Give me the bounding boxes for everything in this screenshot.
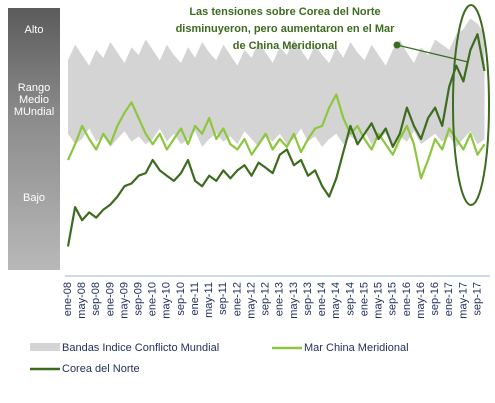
x-tick-label: ene-16	[401, 282, 413, 316]
x-tick-label: sep-17	[471, 282, 483, 316]
annotation-text: Las tensiones sobre Corea del Norte	[189, 6, 380, 18]
legend-label: Bandas Indice Conflicto Mundial	[62, 342, 219, 354]
x-tick-label: ene-10	[147, 282, 159, 316]
zone-label: Rango Medio MUndial	[14, 82, 54, 118]
x-tick-label: sep-08	[90, 282, 102, 316]
x-tick-label: may-14	[330, 282, 342, 319]
callout-line	[396, 44, 469, 63]
zone-label: Bajo	[23, 192, 45, 204]
x-tick-label: may-16	[415, 282, 427, 319]
callout-dot	[393, 41, 401, 49]
x-tick-label: ene-15	[358, 282, 370, 316]
x-tick-label: sep-09	[133, 282, 145, 316]
legend-swatch	[30, 343, 60, 351]
x-tick-label: ene-12	[231, 282, 243, 316]
series-line	[66, 93, 486, 180]
x-tick-label: sep-12	[260, 282, 272, 316]
x-tick-label: may-13	[288, 282, 300, 319]
plot	[66, 18, 486, 247]
x-tick-label: ene-08	[62, 282, 74, 316]
x-tick-label: may-17	[457, 282, 469, 319]
legend-label: Corea del Norte	[62, 363, 140, 375]
x-tick-label: sep-11	[217, 282, 229, 315]
annotation-text: de China Meridional	[233, 40, 338, 52]
x-tick-label: may-11	[203, 282, 215, 318]
x-tick-label: ene-17	[443, 282, 455, 316]
x-tick-label: may-10	[161, 282, 173, 319]
x-tick-label: sep-14	[344, 282, 356, 316]
x-tick-label: ene-14	[316, 282, 328, 316]
x-tick-label: may-15	[373, 282, 385, 319]
x-tick-label: sep-13	[302, 282, 314, 316]
band-area	[68, 18, 485, 147]
x-tick-label: may-09	[118, 282, 130, 319]
x-tick-label: ene-13	[274, 282, 286, 316]
series-line	[66, 33, 486, 247]
x-tick-label: ene-09	[104, 282, 116, 316]
x-tick-label: ene-11	[189, 282, 201, 315]
x-tick-label: may-08	[76, 282, 88, 319]
highlight-ellipse	[452, 4, 490, 206]
zone-bar	[8, 8, 60, 270]
annotation-text: disminuyeron, pero aumentaron en el Mar	[176, 23, 396, 35]
x-tick-label: sep-16	[429, 282, 441, 316]
x-tick-label: sep-15	[387, 282, 399, 316]
x-tick-label: sep-10	[175, 282, 187, 316]
x-tick-label: may-12	[245, 282, 257, 319]
overlay	[393, 4, 490, 206]
legend-label: Mar China Meridional	[304, 342, 409, 354]
zone-label: Alto	[25, 24, 44, 36]
